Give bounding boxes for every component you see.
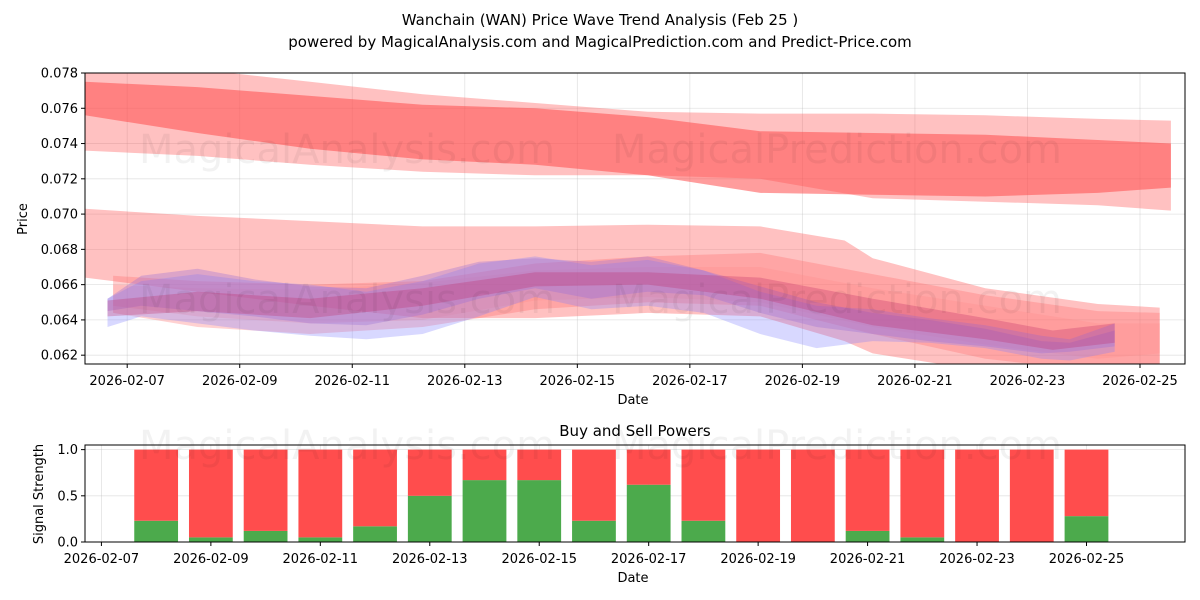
sell-bar: [900, 449, 945, 538]
price-band-5: [107, 256, 1115, 361]
price-x-tick-label: 2026-02-15: [540, 374, 616, 389]
watermark-prediction-top: MagicalPrediction.com: [612, 127, 1062, 173]
sell-bar: [134, 449, 179, 521]
sell-bar: [1009, 449, 1054, 542]
buy-bar: [626, 484, 671, 542]
buy-bar: [900, 537, 945, 542]
price-x-axis-label: Date: [617, 393, 648, 408]
signal-y-tick-label: 0.0: [57, 536, 78, 551]
sell-bar: [517, 449, 562, 481]
price-y-tick-label: 0.068: [41, 243, 78, 258]
buy-bar: [462, 480, 507, 542]
chart-title-line1: Wanchain (WAN) Price Wave Trend Analysis…: [402, 11, 799, 29]
chart-title-line2: powered by MagicalAnalysis.com and Magic…: [288, 33, 912, 51]
signal-y-ticks: 0.0 0.5 1.0: [57, 443, 85, 551]
sell-bar: [298, 449, 343, 538]
signal-plot-frame: [84, 444, 1186, 543]
price-band-6: [107, 256, 1115, 354]
buy-bar: [681, 520, 726, 542]
sell-bar: [736, 449, 781, 542]
price-band-3: [113, 252, 1160, 364]
sell-bar: [955, 449, 999, 542]
sell-bar: [626, 449, 671, 485]
signal-x-ticks: 2026-02-07 2026-02-09 2026-02-11 2026-02-13…: [64, 542, 1125, 567]
price-x-tick-label: 2026-02-13: [427, 374, 503, 389]
signal-x-tick-label: 2026-02-09: [173, 552, 249, 567]
price-x-tick-label: 2026-02-19: [765, 374, 841, 389]
signal-x-tick-label: 2026-02-19: [720, 552, 796, 567]
watermark-prediction-bottom: MagicalPrediction.com: [612, 423, 1062, 469]
price-y-tick-label: 0.078: [41, 67, 78, 82]
price-x-tick-label: 2026-02-25: [1102, 374, 1178, 389]
sell-bar: [1064, 449, 1109, 517]
buy-bar: [353, 526, 397, 542]
signal-y-tick-label: 1.0: [57, 443, 78, 458]
buy-bar: [845, 530, 890, 542]
buy-bar: [572, 520, 616, 542]
price-band-4: [113, 267, 1160, 359]
signal-bars: [134, 449, 1109, 542]
watermark-analysis-bottom: MagicalAnalysis.com: [139, 423, 555, 469]
buy-bar: [407, 495, 452, 542]
sell-bar: [845, 449, 890, 531]
price-y-tick-label: 0.062: [41, 349, 78, 364]
price-band-1: [85, 81, 1171, 197]
buy-bar: [298, 537, 343, 542]
sell-bar: [572, 449, 616, 521]
watermark-analysis-mid: MagicalAnalysis.com: [139, 277, 555, 323]
signal-x-tick-label: 2026-02-11: [283, 552, 359, 567]
signal-y-axis-label: Signal Strength: [32, 444, 47, 544]
price-y-tick-label: 0.066: [41, 278, 78, 293]
watermark-analysis-top: MagicalAnalysis.com: [139, 127, 555, 173]
buy-bar: [134, 520, 179, 542]
signal-x-axis-label: Date: [617, 571, 648, 586]
price-y-tick-label: 0.064: [41, 313, 78, 328]
buy-bar: [243, 530, 288, 542]
price-x-tick-label: 2026-02-21: [877, 374, 953, 389]
watermark-prediction-mid: MagicalPrediction.com: [612, 277, 1062, 323]
price-y-tick-label: 0.070: [41, 208, 78, 223]
price-y-ticks: 0.062 0.064 0.066 0.068 0.070 0.072 0.074 0.076…: [41, 67, 85, 364]
price-band-7: [107, 272, 1115, 350]
price-bands: [85, 73, 1171, 364]
price-plot-frame: [84, 72, 1186, 365]
signal-x-tick-label: 2026-02-07: [64, 552, 140, 567]
sell-bar: [790, 449, 835, 542]
signal-x-tick-label: 2026-02-17: [611, 552, 687, 567]
buy-bar: [188, 537, 233, 542]
signal-x-tick-label: 2026-02-23: [939, 552, 1015, 567]
sell-bar: [681, 449, 726, 521]
price-x-tick-label: 2026-02-23: [990, 374, 1066, 389]
price-band-2: [85, 208, 1160, 364]
price-y-tick-label: 0.074: [41, 137, 78, 152]
sell-bar: [188, 449, 233, 538]
price-panel: MagicalAnalysis.com MagicalPrediction.co…: [16, 67, 1186, 408]
price-y-tick-label: 0.076: [41, 102, 78, 117]
sell-bar: [353, 449, 397, 527]
price-x-tick-label: 2026-02-17: [652, 374, 728, 389]
sell-bar: [462, 449, 507, 481]
sell-bar: [407, 449, 452, 496]
signal-x-tick-label: 2026-02-25: [1049, 552, 1125, 567]
signal-x-tick-label: 2026-02-15: [501, 552, 577, 567]
signal-chart-title: Buy and Sell Powers: [559, 422, 711, 440]
price-x-tick-label: 2026-02-07: [89, 374, 165, 389]
price-x-ticks: 2026-02-07 2026-02-09 2026-02-11 2026-02-13…: [89, 364, 1178, 389]
signal-x-tick-label: 2026-02-21: [830, 552, 906, 567]
price-y-axis-label: Price: [16, 203, 31, 235]
price-y-tick-label: 0.072: [41, 172, 78, 187]
buy-bar: [1064, 516, 1109, 542]
signal-y-tick-label: 0.5: [57, 489, 78, 504]
sell-bar: [243, 449, 288, 531]
signal-panel: Buy and Sell Powers MagicalAnalysis.com …: [32, 422, 1186, 586]
price-x-tick-label: 2026-02-09: [202, 374, 278, 389]
buy-bar: [517, 480, 562, 542]
signal-x-tick-label: 2026-02-13: [392, 552, 468, 567]
price-x-tick-label: 2026-02-11: [314, 374, 390, 389]
